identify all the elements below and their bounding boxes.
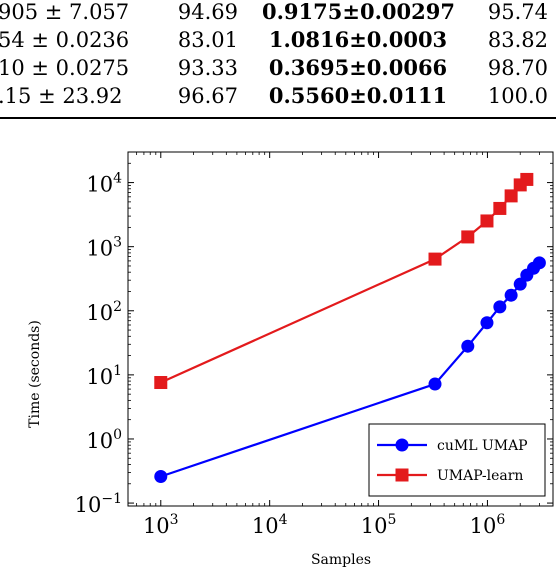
plot-frame bbox=[127, 151, 554, 507]
legend-label: UMAP-learn bbox=[437, 468, 523, 484]
table-row: 10 ± 0.0275 93.33 0.3695±0.0066 98.70 bbox=[0, 54, 556, 82]
legend-cuml-umap-marker bbox=[395, 438, 409, 452]
table-bottom-rule bbox=[0, 117, 556, 119]
table-cell: 83.01 bbox=[177, 28, 238, 52]
table-cell: 0.9175±0.00297 bbox=[262, 0, 455, 24]
cuml-umap-point bbox=[428, 377, 442, 391]
table-row: .15 ± 23.92 96.67 0.5560±0.0111 100.0 bbox=[0, 82, 556, 110]
cuml-umap-point bbox=[154, 469, 168, 483]
cuml-umap-point bbox=[504, 288, 518, 302]
y-tick-label: 104 bbox=[86, 171, 122, 197]
table-cell: 100.0 bbox=[487, 84, 548, 108]
x-tick-label: 104 bbox=[252, 512, 288, 538]
runtime-chart: 103 104 105 106 10−1 100 101 102 103 104 cuML UMA… bbox=[27, 151, 554, 568]
x-tick-label: 105 bbox=[361, 512, 397, 538]
table-row: 905 ± 7.057 94.69 0.9175±0.00297 95.74 bbox=[0, 0, 556, 26]
results-table: 905 ± 7.057 94.69 0.9175±0.00297 95.74 5… bbox=[0, 0, 556, 120]
umap-learn-point bbox=[461, 230, 475, 244]
legend-label: cuML UMAP bbox=[437, 438, 528, 454]
cuml-umap-point bbox=[493, 300, 507, 314]
table-cell: 1.0816±0.0003 bbox=[268, 27, 448, 52]
umap-learn-line bbox=[160, 178, 528, 384]
umap-learn-point bbox=[480, 214, 494, 228]
y-tick-label: 102 bbox=[86, 299, 122, 325]
umap-learn-point bbox=[493, 201, 507, 215]
legend-box bbox=[368, 423, 546, 497]
table-cell: 0.5560±0.0111 bbox=[268, 83, 448, 108]
x-axis-label: Samples bbox=[311, 552, 371, 568]
cuml-umap-point bbox=[532, 256, 546, 270]
cuml-umap-point bbox=[513, 277, 527, 291]
table-cell: 0.3695±0.0066 bbox=[268, 55, 448, 80]
table-cell: 95.74 bbox=[487, 0, 548, 24]
table-cell: .15 ± 23.92 bbox=[0, 84, 123, 108]
table-cell: 905 ± 7.057 bbox=[0, 0, 130, 24]
table-cell: 10 ± 0.0275 bbox=[0, 56, 130, 80]
table-cell: 94.69 bbox=[177, 0, 238, 24]
umap-learn-point bbox=[154, 376, 168, 390]
umap-learn-point bbox=[504, 189, 518, 203]
legend-umap-learn-marker bbox=[395, 468, 409, 482]
table-cell: 83.82 bbox=[487, 28, 548, 52]
umap-learn-point bbox=[520, 172, 534, 186]
table-row: 54 ± 0.0236 83.01 1.0816±0.0003 83.82 bbox=[0, 26, 556, 54]
y-tick-label: 10−1 bbox=[75, 491, 122, 517]
table-cell: 96.67 bbox=[177, 84, 238, 108]
y-axis-label: Time (seconds) bbox=[27, 320, 43, 428]
y-tick-label: 101 bbox=[86, 363, 122, 389]
cuml-umap-point bbox=[461, 339, 475, 353]
y-tick-label: 100 bbox=[86, 427, 122, 453]
table-cell: 98.70 bbox=[487, 56, 548, 80]
cuml-umap-point bbox=[480, 316, 494, 330]
table-cell: 93.33 bbox=[177, 56, 238, 80]
x-tick-label: 103 bbox=[143, 512, 179, 538]
umap-learn-point bbox=[428, 252, 442, 266]
x-tick-label: 106 bbox=[470, 512, 506, 538]
y-tick-label: 103 bbox=[86, 235, 122, 261]
table-cell: 54 ± 0.0236 bbox=[0, 28, 130, 52]
